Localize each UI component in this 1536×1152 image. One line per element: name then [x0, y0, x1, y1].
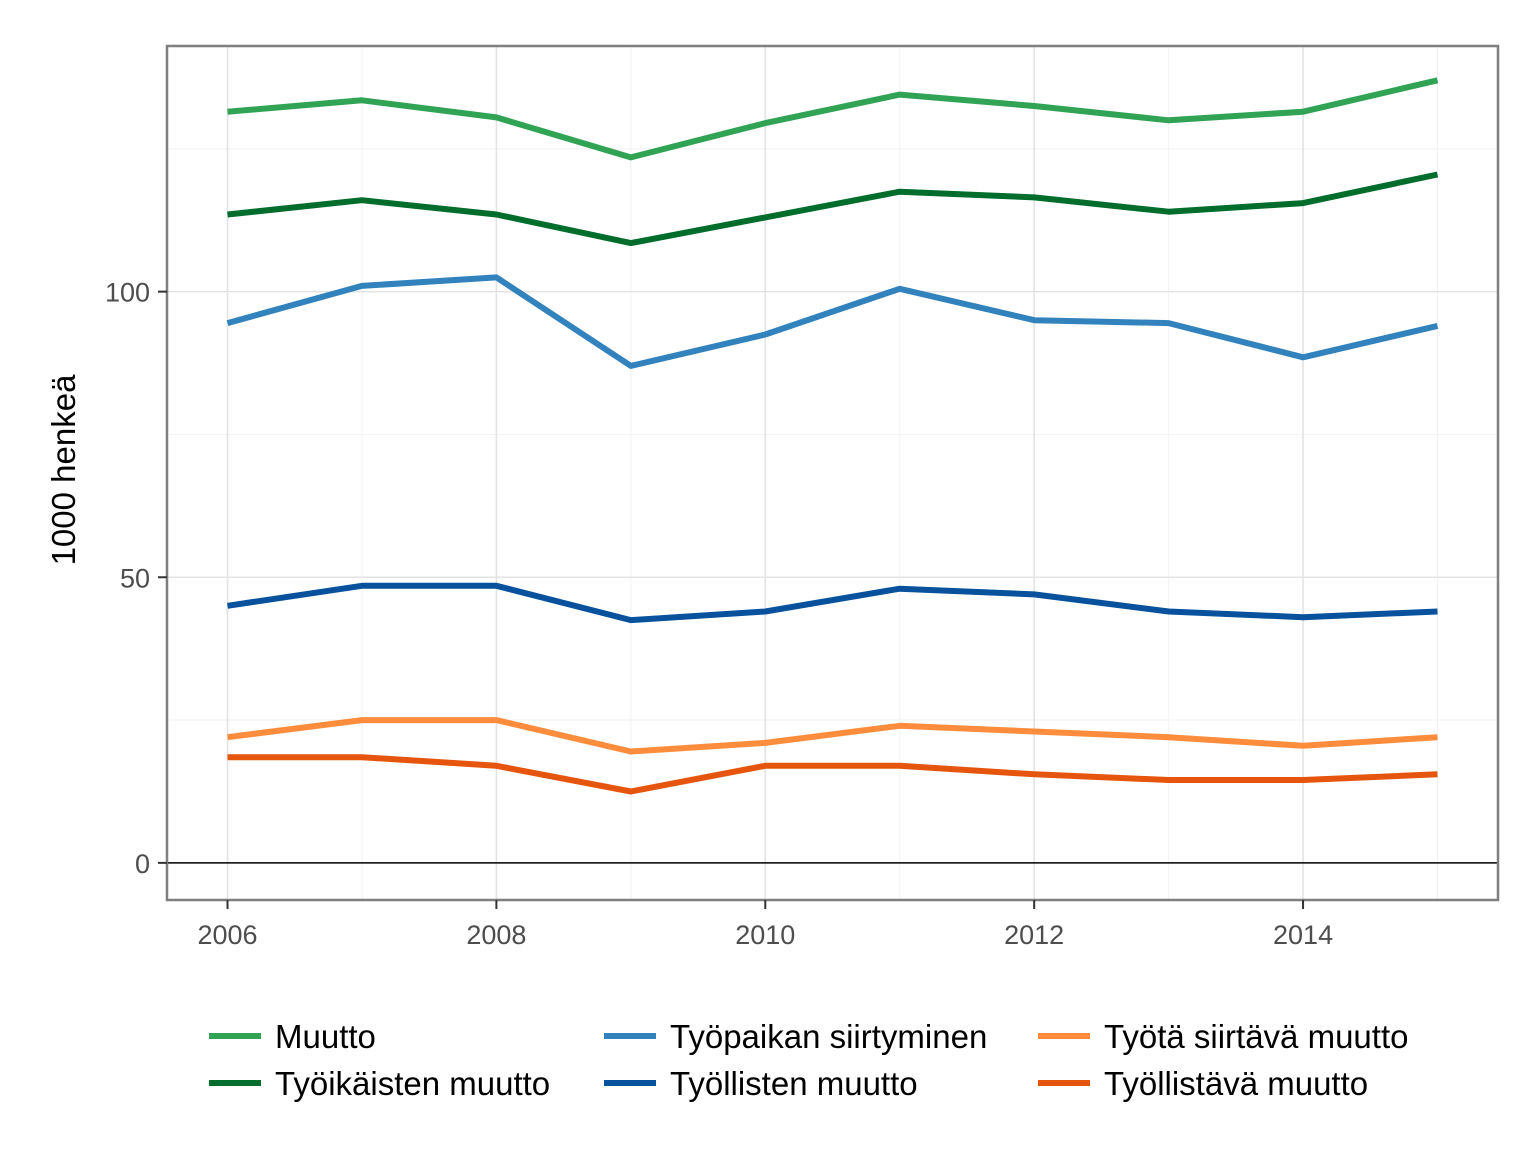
grid-lines	[167, 46, 1498, 900]
y-tick-label: 0	[135, 849, 150, 879]
legend-label: Muutto	[275, 1018, 376, 1055]
legend-item: Muutto	[209, 1018, 376, 1055]
legend-item: Työllisten muutto	[604, 1065, 918, 1102]
y-axis-title: 1000 henkeä	[45, 374, 82, 565]
plot-panel-border	[165, 44, 1500, 902]
legend: Muutto Työikäisten muutto Työpaikan siirty…	[209, 1018, 1408, 1102]
x-tick-label: 2012	[1004, 920, 1064, 950]
series-line	[227, 717, 1438, 755]
legend-label: Työtä siirtävä muutto	[1104, 1018, 1408, 1055]
legend-label: Työllistävä muutto	[1104, 1065, 1368, 1102]
y-tick-label: 50	[120, 563, 150, 593]
y-tick-label: 100	[105, 278, 150, 308]
legend-label: Työpaikan siirtyminen	[670, 1018, 987, 1055]
series-line	[227, 171, 1439, 247]
axis-ticks: 0 50 100 2006 2008 2010 2012 2014	[105, 278, 1333, 950]
legend-label: Työikäisten muutto	[275, 1065, 550, 1102]
series-line	[226, 274, 1439, 369]
legend-item: Työtä siirtävä muutto	[1038, 1018, 1408, 1055]
x-tick-label: 2010	[735, 920, 795, 950]
legend-item: Työpaikan siirtyminen	[604, 1018, 987, 1055]
series-line	[227, 77, 1439, 161]
x-tick-label: 2008	[466, 920, 526, 950]
series-line	[227, 754, 1438, 795]
legend-label: Työllisten muutto	[670, 1065, 918, 1102]
x-tick-label: 2006	[197, 920, 257, 950]
legend-item: Työikäisten muutto	[209, 1065, 550, 1102]
legend-item: Työllistävä muutto	[1038, 1065, 1368, 1102]
series-lines	[226, 77, 1439, 795]
series-line	[227, 582, 1438, 624]
x-tick-label: 2014	[1273, 920, 1333, 950]
